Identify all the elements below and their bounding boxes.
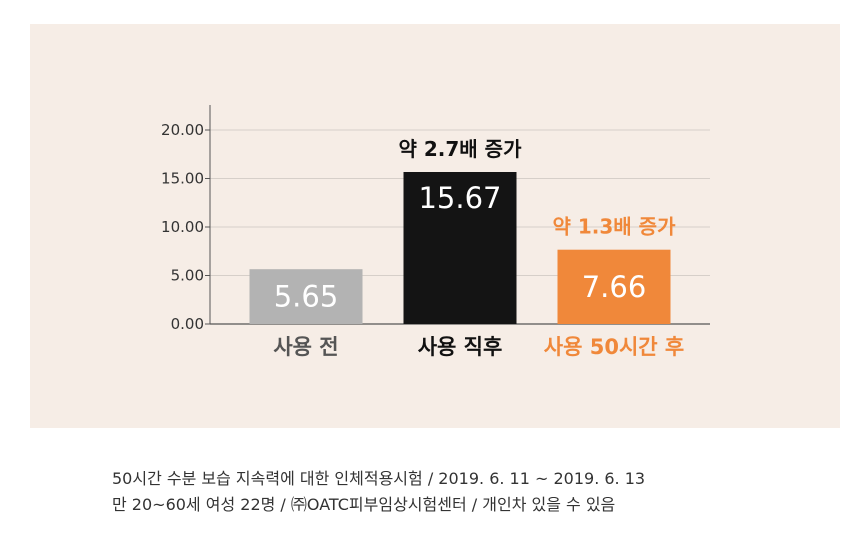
y-tick-label: 10.00 bbox=[161, 218, 204, 236]
y-tick-label: 5.00 bbox=[171, 267, 204, 285]
footnote: 50시간 수분 보습 지속력에 대한 인체적용시험 / 2019. 6. 11 … bbox=[112, 466, 832, 518]
category-label: 사용 직후 bbox=[418, 335, 503, 359]
bar-chart: 0.00 5.00 10.00 15.00 20.00 5.65 사용 전 15.67 사용 직… bbox=[161, 105, 710, 359]
bar bbox=[403, 172, 517, 324]
bar-value-label: 15.67 bbox=[418, 181, 501, 215]
category-label: 사용 전 bbox=[273, 335, 338, 359]
increase-annotation: 약 2.7배 증가 bbox=[399, 137, 523, 161]
bar-value-label: 7.66 bbox=[582, 270, 647, 304]
footnote-line-1: 50시간 수분 보습 지속력에 대한 인체적용시험 / 2019. 6. 11 … bbox=[112, 469, 646, 488]
category-label: 사용 50시간 후 bbox=[544, 335, 684, 359]
increase-annotation: 약 1.3배 증가 bbox=[553, 215, 677, 239]
y-tick-label: 20.00 bbox=[161, 121, 204, 139]
footnote-line-2: 만 20~60세 여성 22명 / ㈜OATC피부임상시험센터 / 개인차 있을… bbox=[112, 495, 616, 514]
bar bbox=[249, 269, 363, 324]
bar bbox=[557, 249, 671, 324]
bar-value-label: 5.65 bbox=[274, 280, 339, 314]
y-tick-label: 0.00 bbox=[171, 315, 204, 333]
y-tick-label: 15.00 bbox=[161, 170, 204, 188]
